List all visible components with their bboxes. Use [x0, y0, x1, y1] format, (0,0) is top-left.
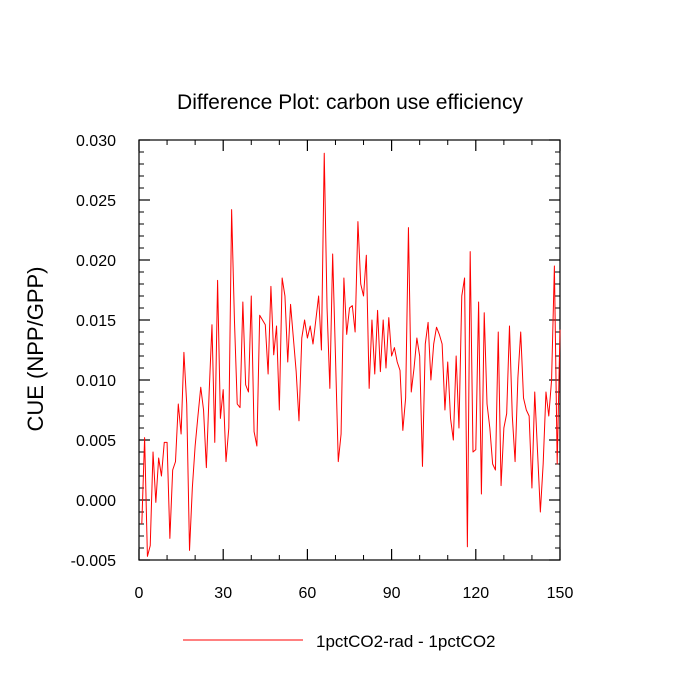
y-tick-label: -0.005 — [71, 553, 116, 570]
x-tick-label: 30 — [214, 585, 232, 602]
y-tick-label: 0.010 — [76, 373, 116, 390]
legend-series-label: 1pctCO2-rad - 1pctCO2 — [316, 632, 496, 651]
y-tick-label: 0.020 — [76, 253, 116, 270]
series-layer — [141, 152, 561, 557]
legend: 1pctCO2-rad - 1pctCO2 — [183, 632, 496, 651]
series-line-0 — [141, 152, 561, 557]
plot-axes: 0 30 60 90 120 150 -0.005 0.000 0.005 0.010 0.015 0… — [71, 133, 574, 602]
x-tick-label: 120 — [462, 585, 489, 602]
x-tick-label: 60 — [299, 585, 317, 602]
y-tick-label: 0.015 — [76, 313, 116, 330]
y-tick-label: 0.030 — [76, 133, 116, 150]
x-tick-label: 0 — [135, 585, 144, 602]
y-axis-label: CUE (NPP/GPP) — [23, 266, 48, 431]
y-tick-label: 0.025 — [76, 193, 116, 210]
y-tick-label: 0.000 — [76, 493, 116, 510]
y-tick-label: 0.005 — [76, 433, 116, 450]
x-tick-label: 150 — [547, 585, 574, 602]
x-tick-label: 90 — [383, 585, 401, 602]
chart-title: Difference Plot: carbon use efficiency — [177, 91, 523, 114]
plot-frame — [138, 139, 561, 561]
